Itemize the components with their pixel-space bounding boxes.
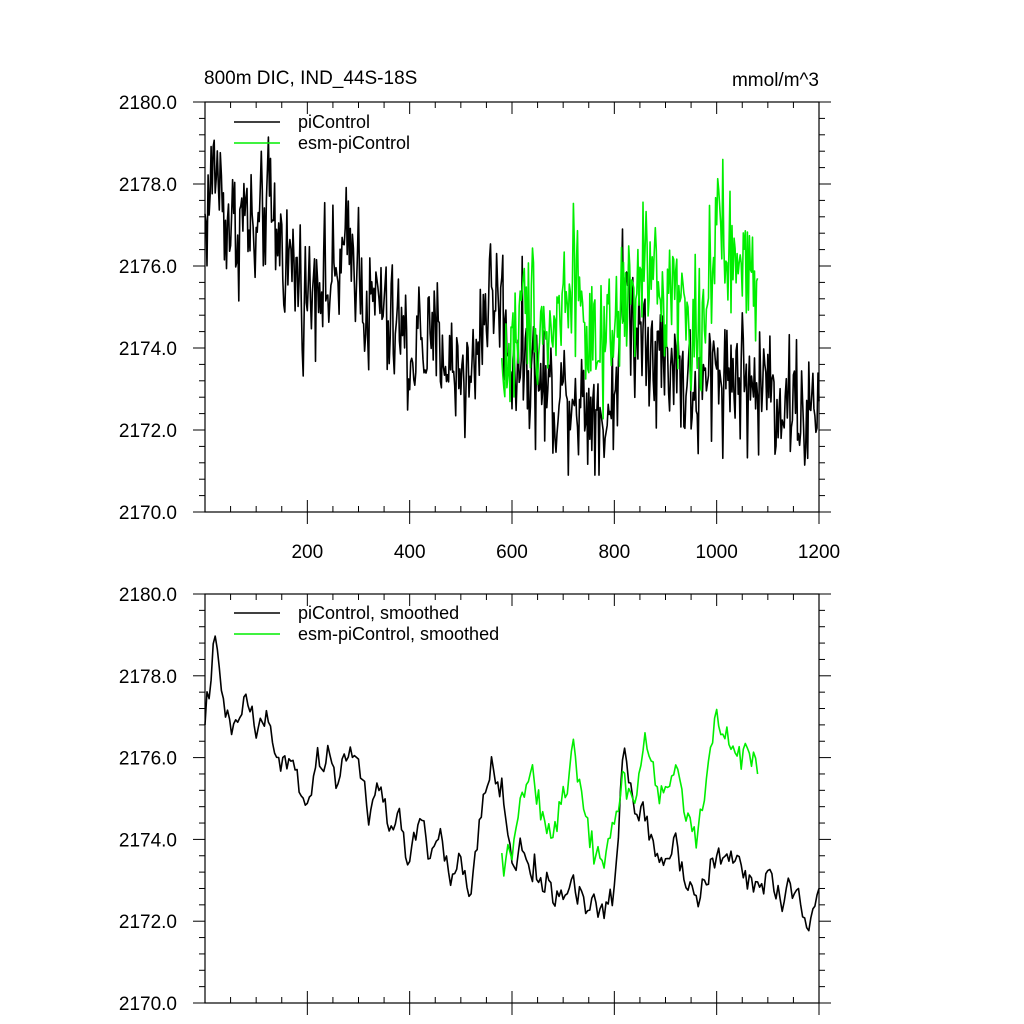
x-tick-label: 400 (394, 542, 426, 563)
legend-label: piControl, smoothed (298, 603, 459, 623)
legend-label: esm-piControl, smoothed (298, 624, 499, 644)
chart-data-panel-1-series-control-line (204, 635, 820, 932)
y-tick-label: 2172.0 (119, 421, 177, 442)
y-tick-label: 2178.0 (119, 175, 177, 196)
y-tick-label: 2176.0 (119, 257, 177, 278)
chart-data-panel-0-series-esm-line (501, 158, 759, 420)
y-tick-label: 2178.0 (119, 667, 177, 688)
top-chart-panel: 200 400 600 800 1000 1200 2170.0 2172.0 2174.0 21… (119, 93, 840, 563)
bottom-chart-panel: 2170.0 2172.0 2174.0 2176.0 2178.0 2180.0 piCo… (119, 585, 831, 1015)
legend-label: esm-piControl (298, 133, 410, 153)
x-tick-label: 800 (598, 542, 630, 563)
chart-data-panel-0-series-control-line (204, 136, 820, 476)
y-tick-label: 2180.0 (119, 585, 177, 606)
y-tick-label: 2180.0 (119, 93, 177, 114)
plot-frame (204, 593, 820, 1004)
y-tick-label: 2174.0 (119, 830, 177, 851)
units-label: mmol/m^3 (732, 70, 819, 91)
y-tick-label: 2176.0 (119, 749, 177, 770)
chart-title: 800m DIC, IND_44S-18S (204, 68, 417, 89)
y-tick-label: 2174.0 (119, 339, 177, 360)
x-tick-label: 1000 (696, 542, 738, 563)
y-tick-label: 2170.0 (119, 503, 177, 524)
legend-label: piControl (298, 112, 370, 132)
y-tick-label: 2170.0 (119, 994, 177, 1015)
plot-frame (204, 101, 820, 513)
x-tick-label: 200 (291, 542, 323, 563)
x-tick-label: 1200 (798, 542, 840, 563)
y-tick-label: 2172.0 (119, 912, 177, 933)
chart-data-panel-1-series-esm-line (501, 708, 759, 877)
x-tick-label: 600 (496, 542, 528, 563)
